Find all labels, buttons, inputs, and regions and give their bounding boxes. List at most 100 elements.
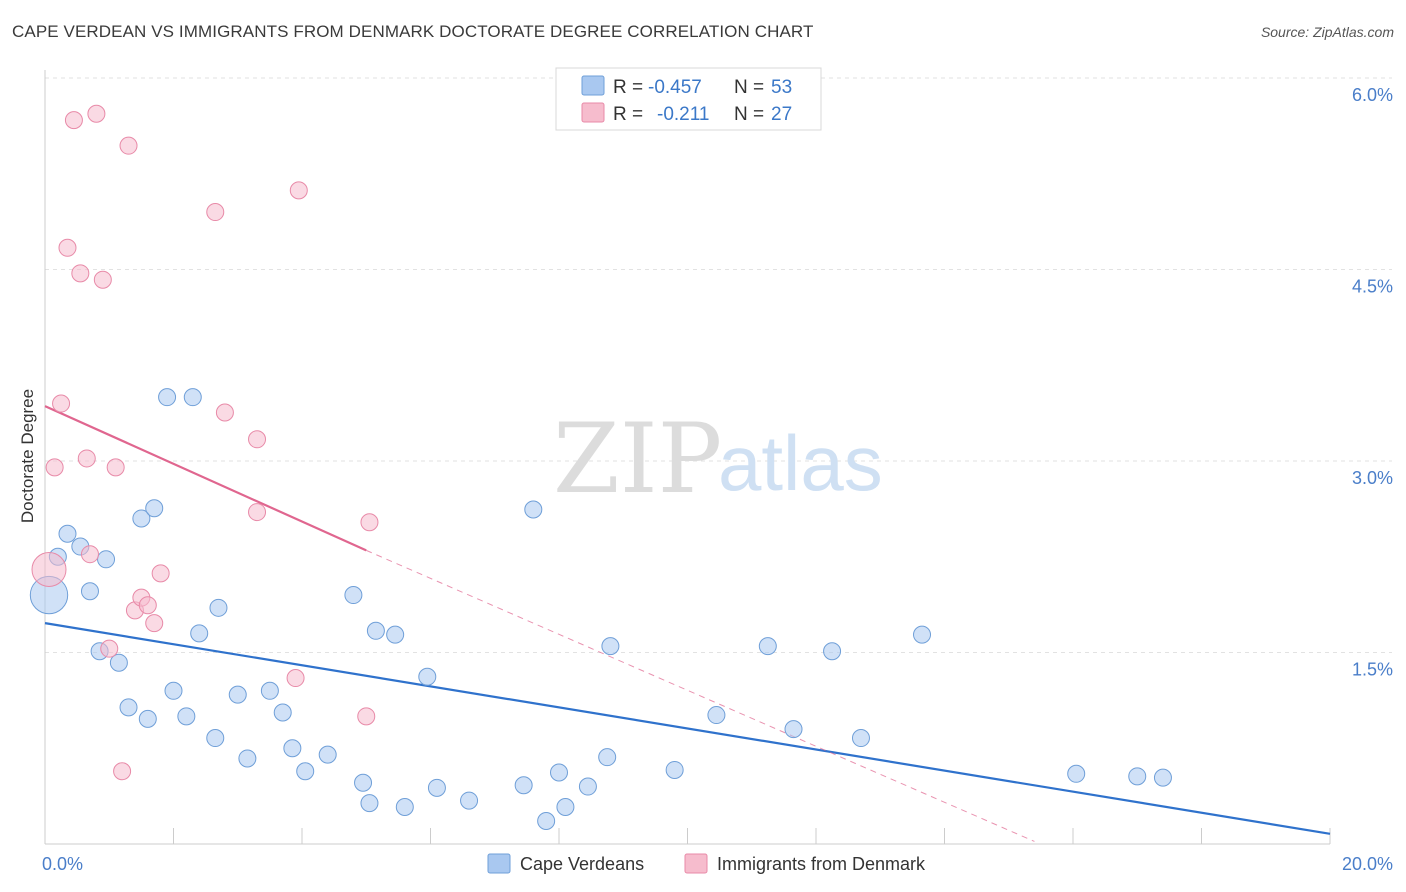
x-tick-labels: 0.0% 20.0%: [42, 854, 1393, 874]
point-cape-verdean-37: [537, 812, 556, 831]
point-denmark-22: [248, 430, 267, 449]
point-cape-verdean-43: [665, 760, 684, 779]
watermark-atlas: atlas: [718, 419, 883, 507]
trend-line-1: [44, 405, 367, 552]
point-cape-verdean-33: [427, 778, 446, 797]
point-denmark-7: [80, 545, 99, 564]
legend-n-label-2: N =: [734, 104, 764, 125]
point-denmark-6: [77, 449, 96, 468]
watermark-zip: ZIP: [553, 403, 722, 515]
point-denmark-13: [119, 136, 138, 155]
legend-n-label-1: N =: [734, 77, 764, 98]
point-denmark-25: [357, 707, 376, 726]
series-legend-cape-verdeans: Cape Verdeans: [520, 854, 644, 874]
point-denmark-9: [93, 270, 112, 289]
point-cape-verdean-39: [556, 797, 575, 816]
series-legend-swatch-denmark: [684, 853, 708, 874]
point-cape-verdean-47: [823, 642, 842, 661]
point-cape-verdean-21: [260, 681, 279, 700]
point-cape-verdean-38: [550, 763, 568, 782]
grid-lines: [45, 77, 1392, 653]
point-cape-verdean-4: [80, 582, 99, 601]
point-cape-verdean-34: [460, 791, 479, 810]
point-denmark-18: [151, 564, 170, 583]
point-denmark-24: [289, 181, 308, 200]
point-cape-verdean-51: [1128, 767, 1147, 786]
point-cape-verdean-40: [578, 777, 597, 796]
point-cape-verdean-44: [707, 706, 726, 725]
chart-source: Source: ZipAtlas.com: [1260, 24, 1394, 40]
point-cape-verdean-29: [366, 621, 385, 640]
trend-lines: [44, 405, 1331, 842]
point-cape-verdean-13: [183, 388, 202, 407]
point-cape-verdean-2: [58, 524, 77, 543]
trend-line-extension-1: [366, 549, 1035, 842]
point-denmark-16: [138, 596, 157, 615]
point-cape-verdean-50: [1067, 764, 1086, 783]
point-cape-verdean-25: [318, 745, 337, 764]
point-denmark-12: [113, 762, 132, 781]
point-denmark-26: [360, 513, 379, 532]
point-cape-verdean-7: [109, 653, 128, 672]
point-cape-verdean-11: [145, 499, 164, 518]
point-cape-verdean-36: [524, 500, 543, 519]
point-cape-verdean-30: [386, 625, 405, 644]
point-cape-verdean-20: [238, 749, 257, 768]
legend-r-label-2: R =: [613, 104, 643, 125]
point-denmark-23: [286, 669, 305, 688]
point-cape-verdean-45: [758, 637, 777, 656]
point-denmark-4: [64, 111, 83, 130]
legend: R = -0.457 N = 53 R = -0.211 N = 27: [555, 67, 822, 131]
point-denmark-19: [215, 403, 234, 422]
y-tick-labels: 1.5% 3.0% 4.5% 6.0%: [1352, 85, 1393, 680]
point-cape-verdean-17: [209, 598, 228, 617]
legend-swatch-pink: [581, 102, 605, 123]
point-denmark-8: [87, 104, 106, 123]
point-cape-verdean-8: [119, 698, 138, 717]
y-axis-label: Doctorate Degree: [18, 389, 37, 523]
point-cape-verdean-5: [97, 550, 116, 569]
point-denmark-3: [58, 238, 77, 257]
watermark: ZIP atlas: [553, 403, 883, 515]
trend-line-0: [44, 622, 1331, 835]
point-denmark-11: [106, 458, 125, 477]
point-cape-verdean-16: [190, 624, 209, 643]
point-cape-verdean-48: [851, 729, 870, 748]
point-denmark-20: [206, 203, 225, 222]
point-cape-verdean-41: [598, 748, 617, 767]
legend-r-value-2: -0.211: [657, 104, 709, 125]
point-denmark-17: [145, 614, 164, 633]
point-cape-verdean-26: [344, 586, 363, 605]
legend-swatch-blue: [581, 75, 605, 96]
series-legend-swatch-cape-verdeans: [487, 853, 511, 874]
point-cape-verdean-18: [206, 729, 225, 748]
legend-n-value-2: 27: [771, 104, 792, 125]
x-tick-label-0: 0.0%: [42, 854, 83, 874]
x-tick-label-1: 20.0%: [1342, 854, 1393, 874]
point-cape-verdean-19: [228, 685, 247, 704]
y-tick-label-2: 4.5%: [1352, 277, 1393, 297]
y-tick-label-1: 3.0%: [1352, 468, 1393, 488]
point-cape-verdean-9: [138, 709, 157, 728]
series-legend-denmark: Immigrants from Denmark: [717, 854, 926, 874]
point-cape-verdean-46: [784, 720, 803, 739]
point-cape-verdean-28: [360, 794, 379, 813]
point-cape-verdean-14: [164, 681, 183, 700]
point-cape-verdean-27: [354, 773, 373, 792]
series-legend: Cape Verdeans Immigrants from Denmark: [487, 853, 926, 874]
point-cape-verdean-23: [283, 739, 302, 758]
chart-title: CAPE VERDEAN VS IMMIGRANTS FROM DENMARK …: [12, 22, 814, 41]
point-denmark-5: [71, 264, 90, 283]
legend-r-value-1: -0.457: [648, 77, 702, 98]
point-denmark-2: [52, 394, 71, 413]
point-cape-verdean-49: [913, 625, 932, 644]
point-cape-verdean-42: [601, 637, 620, 656]
data-points: [29, 104, 1172, 831]
point-cape-verdean-52: [1153, 768, 1172, 787]
point-cape-verdean-22: [273, 703, 292, 722]
point-cape-verdean-35: [514, 776, 533, 795]
axes: [44, 70, 1331, 845]
point-cape-verdean-32: [418, 667, 437, 686]
point-denmark-0: [31, 552, 67, 588]
y-tick-label-3: 6.0%: [1352, 85, 1393, 105]
